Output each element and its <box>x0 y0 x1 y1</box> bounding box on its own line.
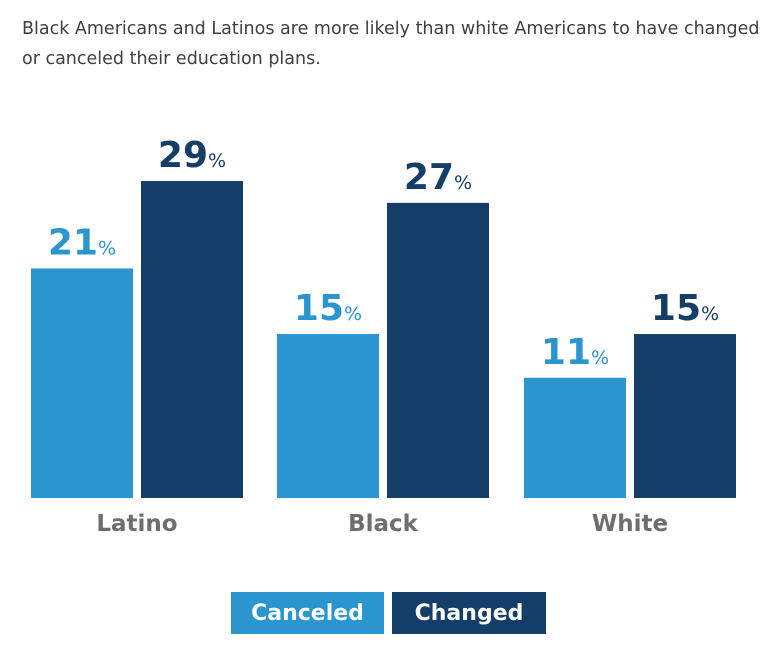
value-label-latino-canceled: 21% <box>48 222 116 263</box>
chart-title: Black Americans and Latinos are more lik… <box>22 19 760 69</box>
legend-changed: Changed <box>392 592 546 634</box>
value-label-white-canceled: 11% <box>541 332 609 373</box>
bar-chart: 21% 29% Latino 15% 27% Black 11% 15% White <box>31 135 736 537</box>
bar-white-changed <box>634 334 736 498</box>
value-label-black-canceled: 15% <box>294 288 362 329</box>
bar-white-canceled <box>524 377 626 498</box>
value-label-white-changed: 15% <box>651 288 719 329</box>
bar-black-canceled <box>277 334 379 498</box>
bar-black-changed <box>387 202 489 499</box>
category-label-black: Black <box>348 511 419 537</box>
bar-latino-canceled <box>31 268 133 498</box>
category-label-white: White <box>592 511 668 537</box>
legend-canceled: Canceled <box>231 592 384 634</box>
bar-latino-changed <box>141 181 243 498</box>
value-label-latino-changed: 29% <box>158 135 226 176</box>
value-label-black-changed: 27% <box>404 157 472 198</box>
category-label-latino: Latino <box>96 511 177 537</box>
legend-changed-label: Changed <box>414 600 524 626</box>
legend-canceled-label: Canceled <box>251 600 364 626</box>
